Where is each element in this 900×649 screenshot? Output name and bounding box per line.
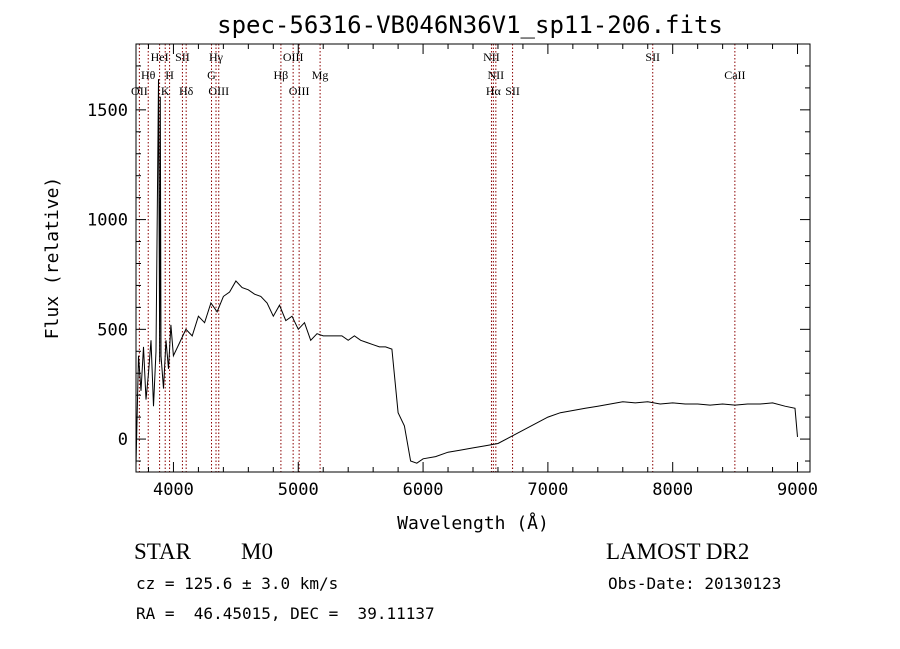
line-marker-label: H [165,68,174,82]
line-marker-label: Hγ [209,50,224,64]
x-tick-label: 4000 [153,480,194,500]
line-marker-label: CaII [724,68,745,82]
line-marker-label: NII [488,68,505,82]
plot-frame [135,43,811,473]
line-marker-label: Hβ [274,68,289,82]
survey-label: LAMOST DR2 [606,539,750,564]
line-marker-label: OIII [208,84,229,98]
line-marker-label: NII [483,50,500,64]
x-tick-label: 6000 [403,480,444,500]
ra-dec: RA = 46.45015, DEC = 39.11137 [136,604,435,623]
line-marker-label: OIII [289,84,310,98]
chart-title: spec-56316-VB046N36V1_sp11-206.fits [217,11,723,39]
x-tick-label: 5000 [278,480,319,500]
y-axis-label: Flux (relative) [42,177,63,340]
y-axis-ticks: 0 500 1000 1500 [87,65,810,462]
object-class: STAR [134,539,191,564]
line-marker-label: Mg [312,68,329,82]
line-marker-label: Hδ [179,84,194,98]
line-marker-label: SII [175,50,190,64]
line-marker-label: SII [505,84,520,98]
line-marker-label: G [207,68,216,82]
redshift-cz: cz = 125.6 ± 3.0 km/s [136,574,339,593]
line-marker-label: K [161,84,170,98]
obs-date: Obs-Date: 20130123 [608,574,782,593]
line-marker-label: SII [645,50,660,64]
spectral-line-labels: OIIHθHeIKHSIIHδHγGOIIIHβOIIIOIIIMgNIINII… [131,50,745,98]
line-marker-label: OIII [283,50,304,64]
x-tick-label: 8000 [652,480,693,500]
spectral-line-markers [138,44,736,472]
x-axis-label: Wavelength (Å) [397,512,549,534]
y-tick-label: 0 [118,430,128,450]
y-tick-label: 1000 [87,211,128,231]
line-marker-label: OII [131,84,148,98]
spectrum-line [135,79,798,466]
x-axis-ticks: 4000 5000 6000 7000 8000 9000 [147,44,818,500]
line-marker-label: HeI [151,50,169,64]
y-tick-label: 500 [97,320,128,340]
y-tick-label: 1500 [87,101,128,121]
line-marker-label: Hα [486,84,502,98]
x-tick-label: 7000 [527,480,568,500]
x-tick-label: 9000 [777,480,818,500]
object-subclass: M0 [241,539,273,564]
line-marker-label: Hθ [141,68,156,82]
